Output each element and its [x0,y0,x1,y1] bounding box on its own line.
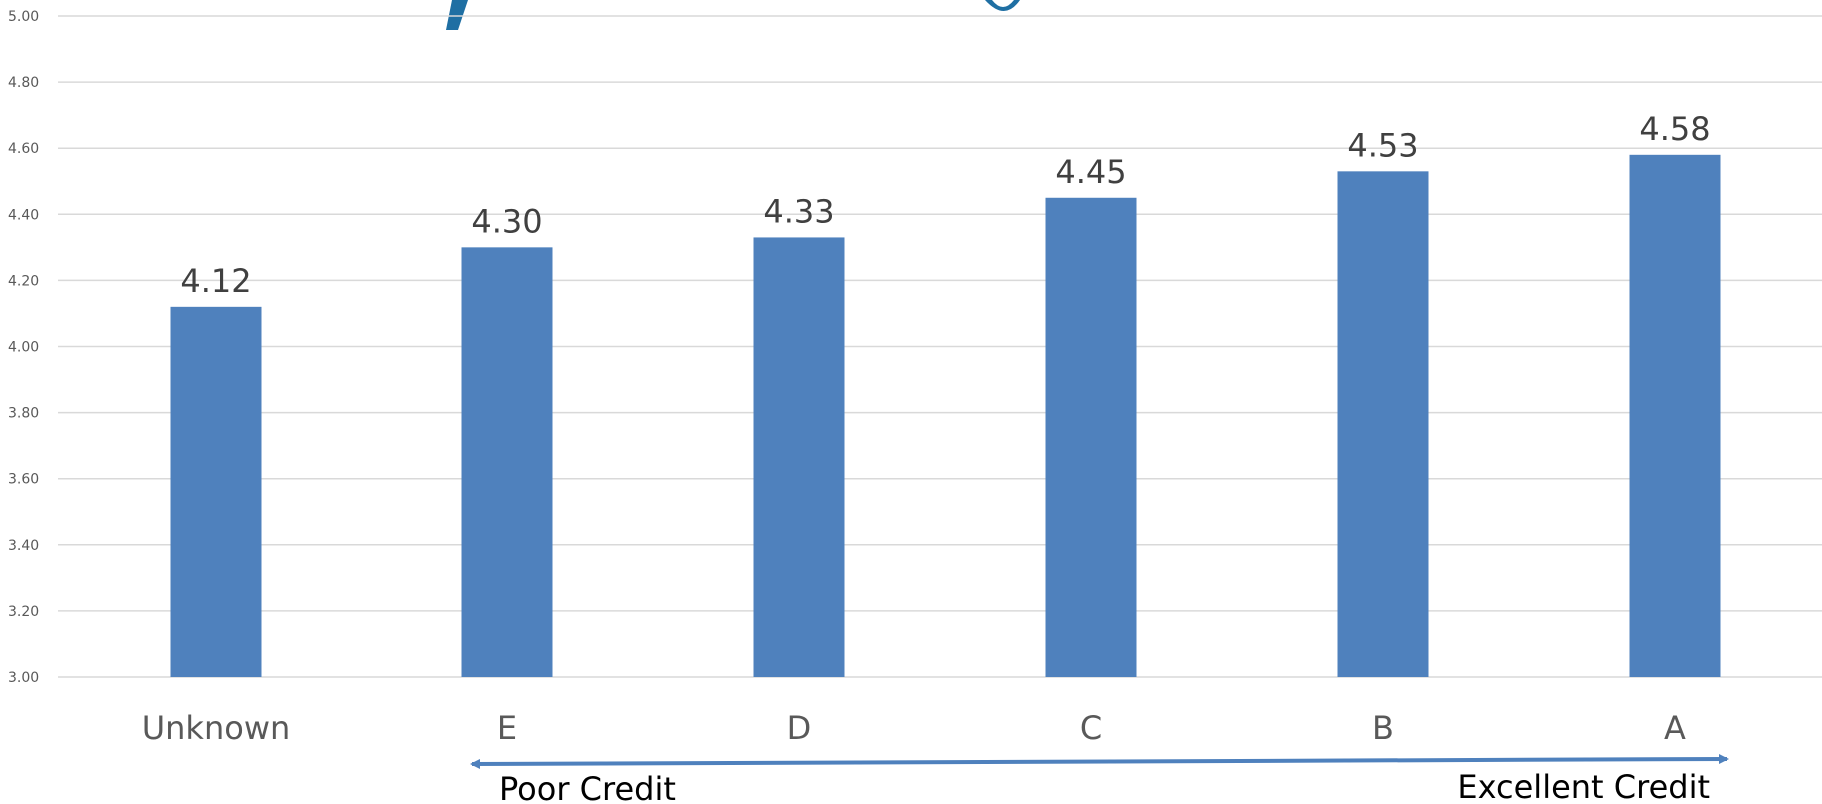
annotation-excellent-credit: Excellent Credit [1457,768,1710,804]
data-label: 4.53 [1347,126,1418,164]
bar-e [461,247,553,677]
x-tick-label: D [787,709,812,747]
credit-range-arrow [470,754,1729,769]
data-label: 4.45 [1055,153,1126,191]
y-tick-label: 5.00 [8,9,39,25]
x-tick-label: A [1664,709,1686,747]
gridlines [58,15,1822,678]
x-tick-label: C [1080,709,1102,747]
data-label: 4.58 [1639,110,1710,148]
bar-b [1337,171,1429,677]
y-tick-label: 4.00 [8,340,39,356]
data-label: 4.30 [471,202,542,240]
title-fragment-left [446,0,468,30]
y-tick-label: 3.00 [8,670,39,686]
y-tick-label: 3.80 [8,406,39,422]
bar-a [1629,154,1721,677]
bar-unknown [170,306,262,677]
y-tick-label: 4.60 [8,141,39,157]
credit-annotation: Poor Credit Excellent Credit [470,754,1729,804]
y-tick-label: 3.20 [8,604,39,620]
bars [170,154,1721,677]
data-label: 4.12 [180,262,251,300]
y-tick-label: 4.20 [8,273,39,289]
y-tick-label: 4.40 [8,207,39,223]
annotation-poor-credit: Poor Credit [499,770,676,804]
data-labels: 4.12 4.30 4.33 4.45 4.53 4.58 [180,110,1710,300]
y-tick-label: 3.60 [8,472,39,488]
y-tick-label: 3.40 [8,538,39,554]
bar-c [1045,197,1137,677]
y-tick-label: 4.80 [8,75,39,91]
x-axis-ticks: Unknown E D C B A [142,709,1686,747]
y-axis-ticks: 3.00 3.20 3.40 3.60 3.80 4.00 4.20 4.40 4.60 4.80… [8,9,39,686]
x-tick-label: Unknown [142,709,291,747]
x-tick-label: E [497,709,517,747]
bar-d [753,237,845,677]
title-fragment-right [985,0,1020,11]
x-tick-label: B [1372,709,1394,747]
title-fragments [446,0,1020,30]
data-label: 4.33 [763,192,834,230]
